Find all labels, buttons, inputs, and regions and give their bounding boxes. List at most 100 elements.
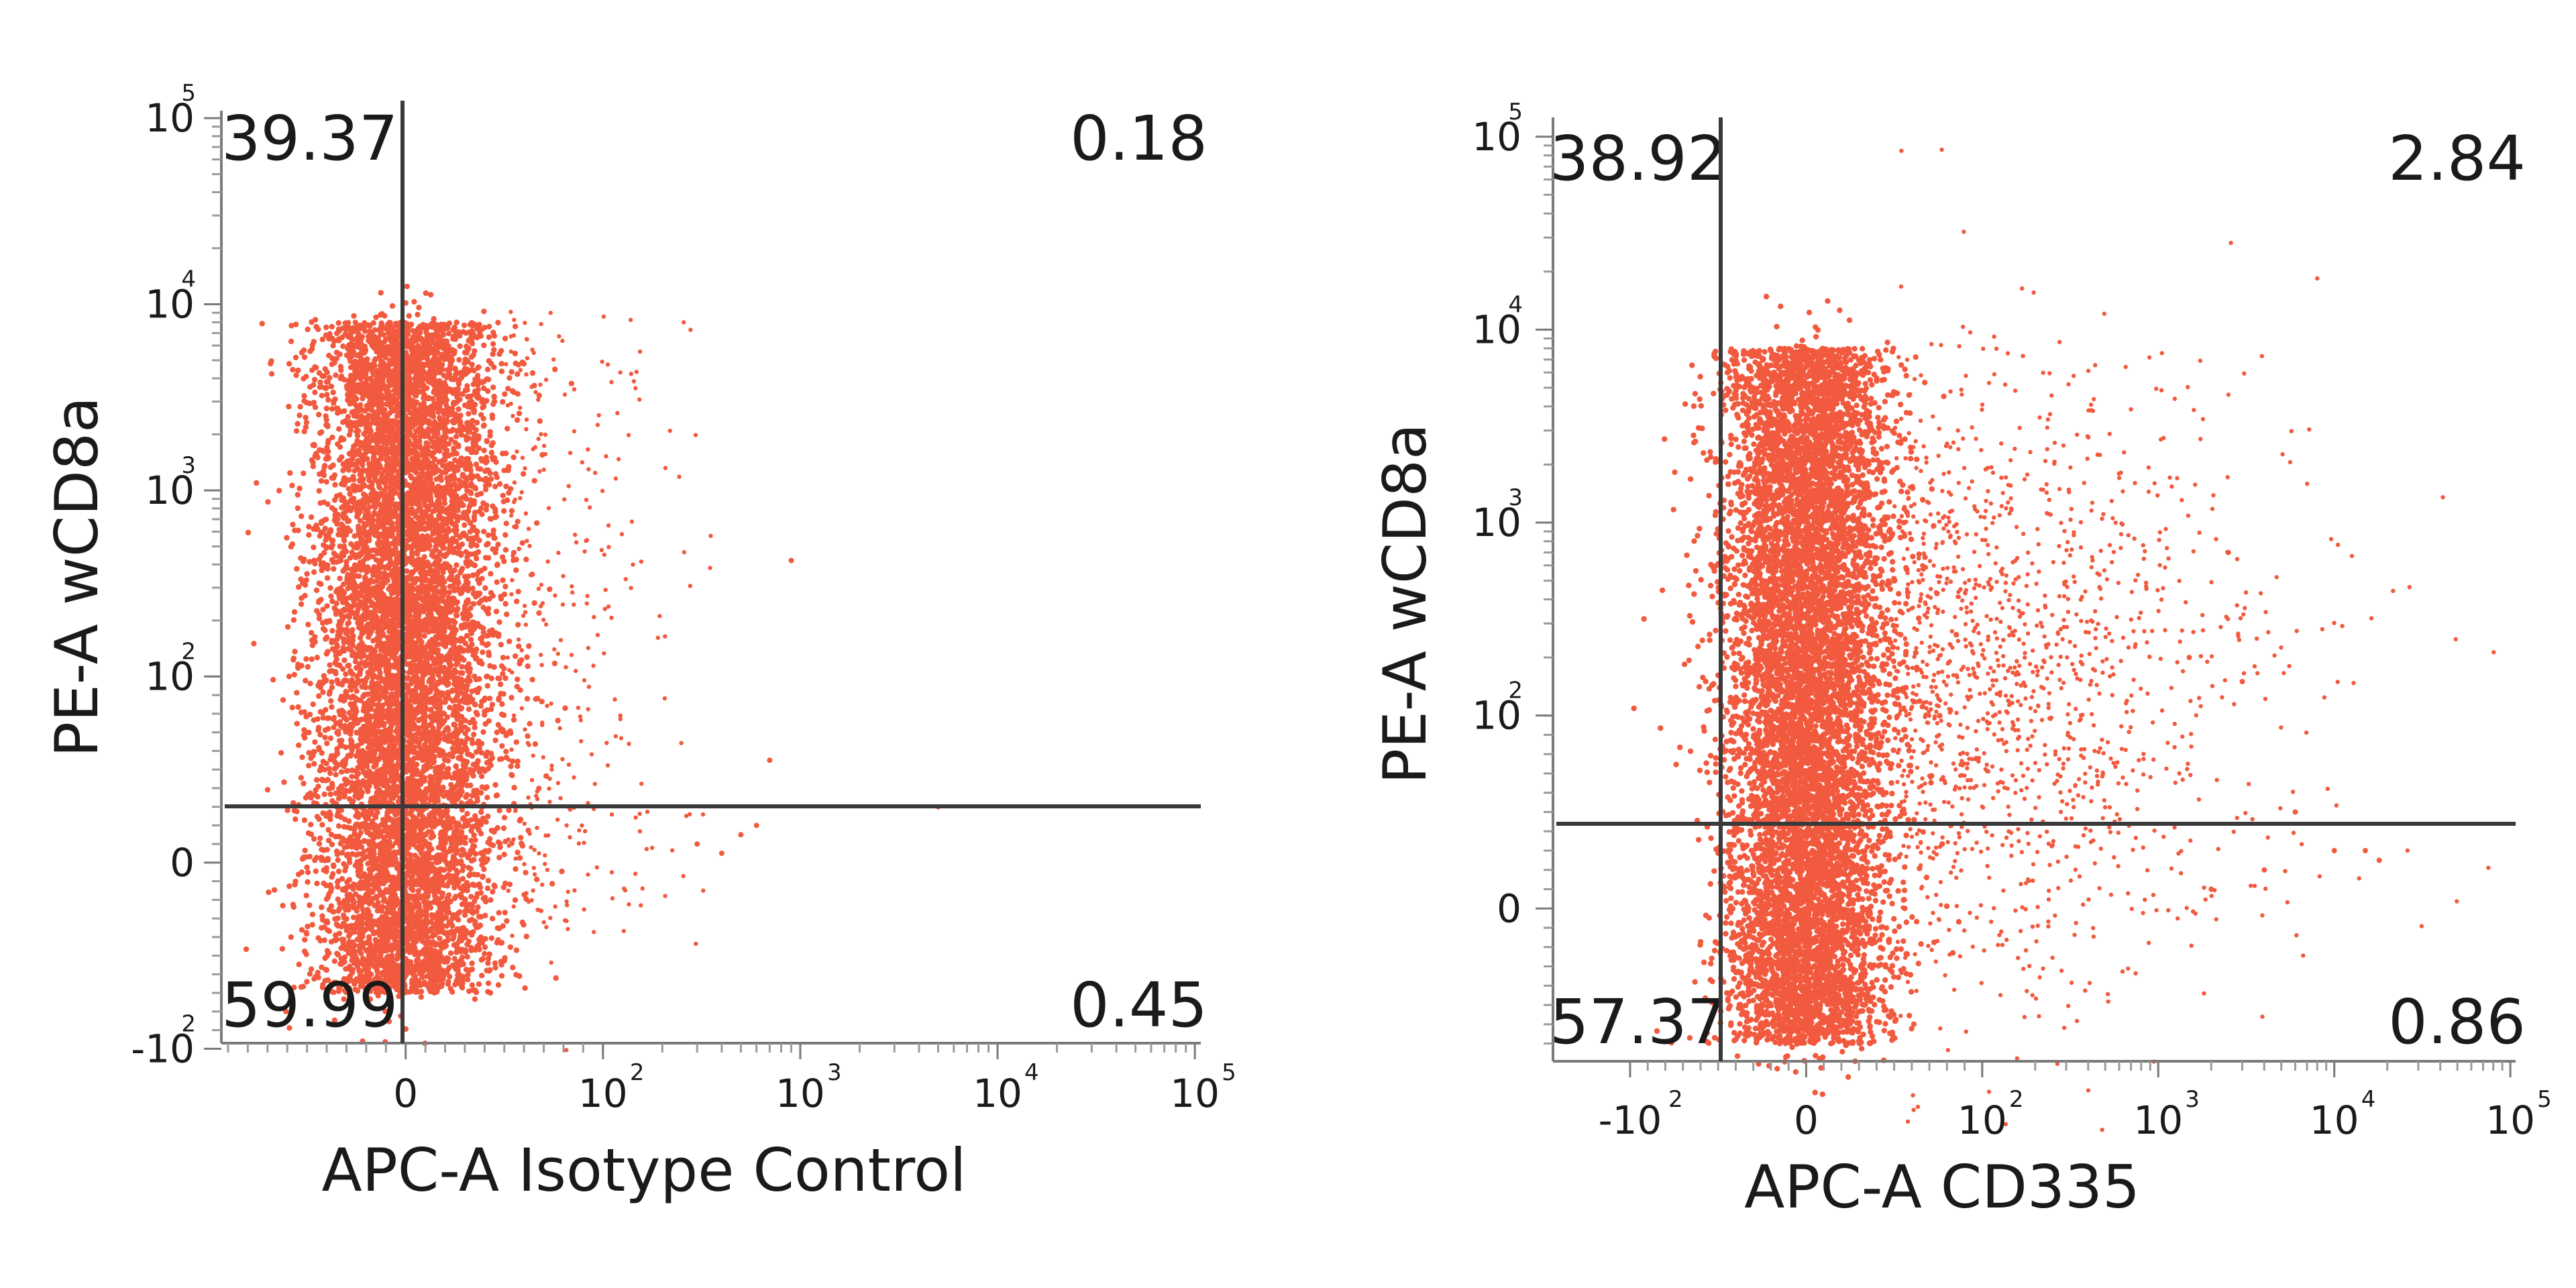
event-dot bbox=[516, 411, 523, 417]
event-dot bbox=[301, 354, 308, 360]
event-dot bbox=[490, 384, 496, 390]
event-dot bbox=[553, 975, 559, 981]
event-dot bbox=[361, 808, 367, 814]
event-dot bbox=[510, 965, 516, 971]
event-dot bbox=[292, 881, 298, 888]
event-dot bbox=[482, 585, 488, 591]
event-dot bbox=[303, 577, 309, 583]
event-dot bbox=[464, 366, 470, 372]
event-dot bbox=[485, 532, 492, 538]
event-dot bbox=[339, 454, 345, 460]
event-dot bbox=[488, 476, 494, 482]
event-dot bbox=[329, 434, 335, 441]
event-dot bbox=[500, 655, 506, 661]
event-dot bbox=[504, 425, 511, 432]
event-dot bbox=[529, 370, 536, 376]
event-dot bbox=[312, 560, 318, 567]
event-dot bbox=[513, 947, 520, 953]
event-dot bbox=[325, 396, 331, 403]
event-dot bbox=[418, 994, 424, 1000]
event-dot bbox=[481, 529, 487, 535]
event-dot bbox=[332, 482, 338, 488]
event-dot bbox=[312, 389, 318, 396]
event-dot bbox=[464, 633, 470, 639]
event-dot bbox=[264, 787, 271, 793]
event-dot bbox=[301, 376, 307, 382]
event-dot bbox=[513, 866, 519, 872]
event-dot bbox=[524, 654, 530, 660]
event-dot bbox=[490, 889, 496, 895]
event-dot bbox=[523, 933, 529, 940]
event-dot bbox=[320, 714, 326, 721]
event-dot bbox=[433, 894, 439, 900]
event-dot bbox=[474, 798, 480, 804]
event-dot bbox=[323, 385, 329, 392]
event-dot bbox=[488, 762, 494, 768]
event-dot bbox=[337, 841, 344, 847]
event-dot bbox=[478, 490, 484, 496]
event-dot bbox=[312, 634, 318, 640]
event-dot bbox=[515, 371, 521, 377]
event-dot bbox=[494, 579, 500, 585]
event-dot bbox=[290, 655, 297, 661]
event-dot bbox=[475, 904, 481, 910]
event-dot bbox=[498, 361, 504, 367]
event-dot bbox=[496, 619, 502, 625]
event-dot bbox=[281, 779, 287, 786]
event-dot bbox=[446, 795, 452, 801]
event-dot bbox=[313, 364, 319, 371]
event-dot bbox=[349, 773, 355, 780]
event-dot bbox=[280, 697, 286, 703]
event-dot bbox=[476, 600, 482, 606]
event-dot bbox=[364, 786, 370, 793]
event-dot bbox=[479, 511, 485, 517]
event-dot bbox=[490, 503, 496, 509]
event-dot bbox=[301, 393, 307, 399]
event-dot bbox=[284, 624, 291, 630]
event-dot bbox=[299, 754, 305, 761]
event-dot bbox=[537, 418, 543, 424]
event-dot bbox=[453, 319, 460, 325]
event-dot bbox=[478, 820, 484, 826]
event-dot bbox=[311, 442, 317, 449]
event-dot bbox=[331, 566, 337, 572]
event-dot bbox=[245, 529, 252, 536]
event-dot bbox=[457, 343, 463, 350]
event-dot bbox=[461, 322, 468, 329]
event-dot bbox=[496, 808, 502, 814]
event-dot bbox=[481, 342, 487, 348]
event-dot bbox=[366, 634, 372, 640]
event-dot bbox=[404, 283, 410, 290]
event-dot bbox=[526, 643, 532, 649]
event-dot bbox=[314, 880, 320, 887]
event-dot bbox=[552, 366, 558, 372]
event-dot bbox=[451, 481, 458, 487]
event-dot bbox=[453, 433, 460, 439]
event-dot bbox=[311, 749, 317, 755]
event-dot bbox=[547, 586, 553, 592]
event-dot bbox=[482, 894, 488, 901]
event-dot bbox=[460, 670, 466, 676]
event-dot bbox=[411, 299, 417, 305]
event-dot bbox=[464, 455, 470, 462]
event-dot bbox=[476, 676, 482, 682]
event-dot bbox=[429, 676, 435, 682]
event-dot bbox=[466, 411, 472, 417]
event-dot bbox=[349, 549, 355, 555]
event-dot bbox=[502, 600, 508, 607]
event-dot bbox=[296, 742, 302, 749]
event-dot bbox=[522, 985, 528, 991]
event-dot bbox=[312, 739, 318, 745]
event-dot bbox=[311, 339, 317, 345]
event-dot bbox=[313, 855, 320, 861]
event-dot bbox=[499, 554, 506, 560]
event-dot bbox=[305, 326, 311, 333]
event-dot bbox=[420, 368, 427, 374]
event-dot bbox=[341, 581, 347, 588]
event-dot bbox=[303, 892, 309, 899]
event-dot bbox=[339, 875, 345, 882]
event-dot bbox=[286, 674, 292, 680]
event-dot bbox=[515, 519, 521, 525]
event-dot bbox=[302, 735, 308, 741]
